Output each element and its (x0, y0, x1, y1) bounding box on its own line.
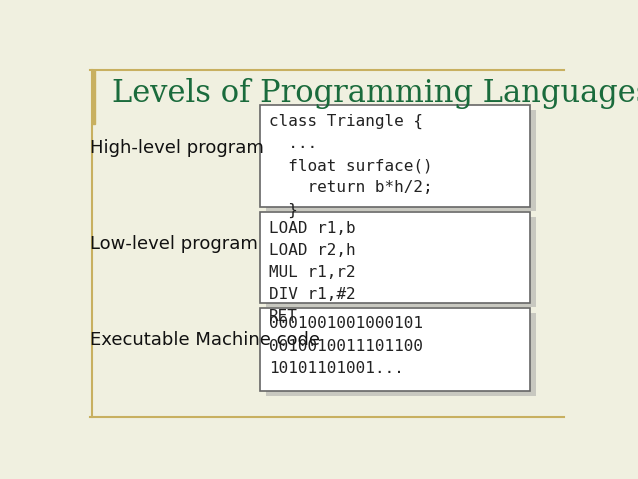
Text: Executable Machine code: Executable Machine code (89, 331, 320, 349)
FancyBboxPatch shape (260, 308, 530, 391)
Text: High-level program: High-level program (89, 139, 263, 157)
FancyBboxPatch shape (266, 217, 536, 307)
FancyBboxPatch shape (266, 110, 536, 211)
Text: LOAD r1,b
LOAD r2,h
MUL r1,r2
DIV r1,#2
RET: LOAD r1,b LOAD r2,h MUL r1,r2 DIV r1,#2 … (269, 220, 356, 324)
FancyBboxPatch shape (260, 105, 530, 207)
Text: 0001001001000101
0010010011101100
10101101001...: 0001001001000101 0010010011101100 101011… (269, 317, 423, 376)
Text: class Triangle {
  ...
  float surface()
    return b*h/2;
  }: class Triangle { ... float surface() ret… (269, 114, 433, 218)
FancyBboxPatch shape (266, 313, 536, 396)
Text: Levels of Programming Languages: Levels of Programming Languages (112, 78, 638, 109)
Bar (92, 70, 95, 124)
Text: Low-level program: Low-level program (89, 235, 258, 253)
FancyBboxPatch shape (260, 212, 530, 303)
